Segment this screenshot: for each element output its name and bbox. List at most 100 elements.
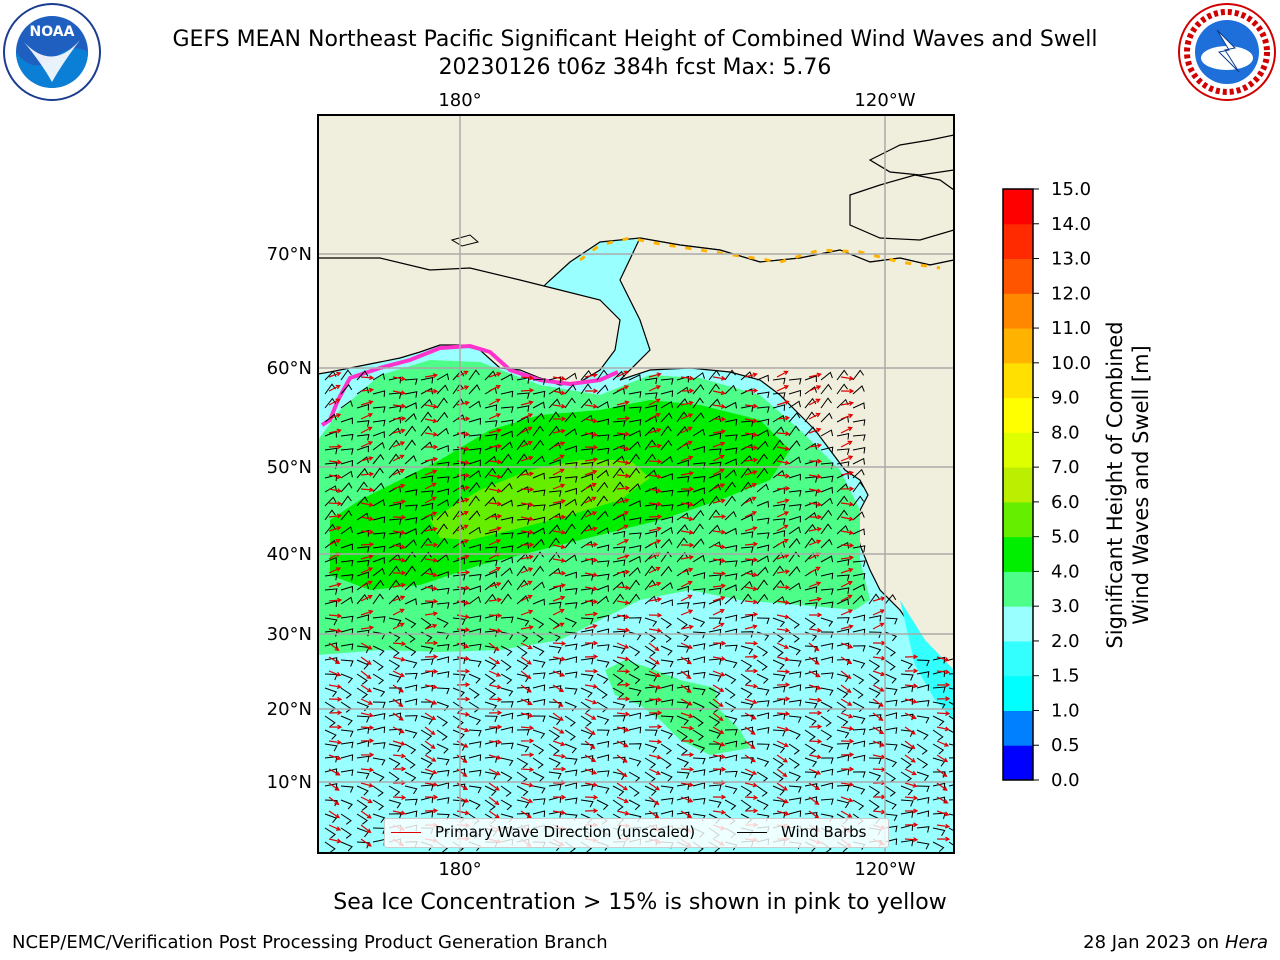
wave-direction-arrow	[584, 726, 596, 735]
wind-barb	[644, 743, 658, 753]
wind-barb	[788, 440, 801, 451]
wave-direction-arrow	[520, 486, 535, 492]
wind-barb	[788, 671, 802, 678]
wind-barb	[468, 741, 482, 748]
wind-barb	[596, 770, 610, 777]
wind-barb	[948, 743, 954, 746]
wind-barb	[404, 810, 418, 818]
wave-direction-arrow	[424, 557, 439, 563]
wind-barb	[372, 556, 385, 564]
wind-barb	[948, 784, 954, 787]
wave-direction-arrow	[584, 768, 598, 775]
wind-barb	[788, 757, 800, 769]
wind-barb	[388, 645, 400, 657]
wind-barb	[836, 628, 850, 636]
wave-direction-arrow	[456, 782, 469, 791]
wave-direction-arrow	[936, 656, 950, 662]
wind-barb	[580, 657, 594, 665]
wave-direction-arrow	[360, 698, 374, 705]
colorbar-tick-label: 6.0	[1051, 492, 1080, 513]
chart-title: GEFS MEAN Northeast Pacific Significant …	[172, 27, 1098, 52]
wave-direction-arrow	[840, 530, 855, 535]
wind-barb	[724, 628, 738, 636]
wave-direction-arrow	[456, 711, 471, 717]
wave-direction-arrow	[680, 400, 694, 406]
wind-barb	[564, 523, 576, 535]
wind-barb	[852, 771, 866, 778]
wind-barb	[484, 420, 498, 427]
wind-barb	[484, 570, 497, 578]
wave-direction-arrow	[840, 555, 855, 561]
wind-barb	[500, 453, 513, 465]
wind-barb	[468, 384, 481, 395]
wave-direction-arrow	[424, 572, 438, 578]
wind-barb	[660, 757, 672, 769]
wind-barb	[644, 757, 657, 769]
wind-barb	[644, 404, 658, 412]
colorbar-swatch	[1003, 675, 1033, 711]
wave-direction-arrow	[712, 794, 727, 800]
wind-barb	[532, 390, 546, 398]
wind-barb	[372, 373, 385, 381]
wind-barb	[772, 645, 784, 657]
wind-barb	[660, 743, 672, 755]
wave-direction-arrow	[616, 696, 631, 702]
wind-barb	[772, 453, 785, 465]
wind-barb	[852, 594, 865, 605]
wind-barb	[692, 509, 705, 521]
wave-direction-arrow	[904, 795, 919, 801]
colorbar-tick-label: 11.0	[1051, 318, 1091, 339]
wave-direction-arrow	[776, 486, 791, 491]
wind-barb	[788, 473, 801, 481]
wave-direction-arrow	[808, 412, 821, 420]
wind-barb	[388, 416, 401, 424]
wind-barb	[404, 617, 417, 629]
wind-barb	[612, 455, 625, 465]
wind-barb	[772, 579, 785, 591]
wind-barb	[436, 427, 449, 437]
wind-barb	[452, 540, 465, 549]
wind-barb	[820, 383, 833, 395]
wave-direction-arrow	[744, 445, 759, 451]
wind-barb	[708, 799, 722, 808]
wind-barb	[836, 541, 849, 549]
wave-direction-arrow	[520, 782, 534, 788]
wind-barb	[852, 385, 865, 395]
wind-barb	[420, 425, 433, 437]
wind-barb	[660, 699, 674, 706]
wind-barb	[404, 391, 418, 398]
wave-direction-arrow	[808, 768, 822, 775]
wave-direction-arrow	[392, 376, 407, 382]
wind-barb	[820, 601, 834, 609]
lon-label-top-120w: 120°W	[854, 90, 915, 111]
wave-direction-arrow	[744, 624, 758, 630]
wave-direction-arrow	[488, 656, 501, 665]
wave-direction-arrow	[744, 654, 759, 660]
wind-barb	[468, 643, 482, 651]
wind-barb	[548, 771, 562, 780]
wind-barb	[676, 442, 689, 451]
wave-direction-arrow	[712, 622, 725, 630]
wave-direction-arrow	[616, 415, 631, 421]
wave-direction-arrow	[680, 440, 693, 448]
wind-barb	[724, 614, 738, 622]
wind-barb	[676, 585, 689, 593]
wind-barb	[420, 441, 433, 451]
wave-direction-arrow	[392, 403, 407, 409]
wind-barb	[404, 425, 417, 437]
wave-direction-arrow	[456, 668, 471, 674]
wind-barb	[324, 588, 338, 595]
wind-barb	[900, 785, 914, 796]
wind-barb	[660, 412, 673, 423]
land-small-island	[450, 234, 480, 247]
wind-barb	[564, 769, 578, 777]
wind-barb	[724, 384, 737, 395]
wave-direction-arrow	[520, 375, 535, 381]
wind-barb	[628, 631, 642, 641]
wind-barb	[692, 428, 705, 437]
wind-barb	[916, 729, 929, 740]
wind-barb	[676, 670, 690, 677]
wind-barb	[804, 411, 816, 423]
wave-direction-arrow	[840, 738, 855, 744]
wave-direction-arrow	[552, 608, 565, 616]
